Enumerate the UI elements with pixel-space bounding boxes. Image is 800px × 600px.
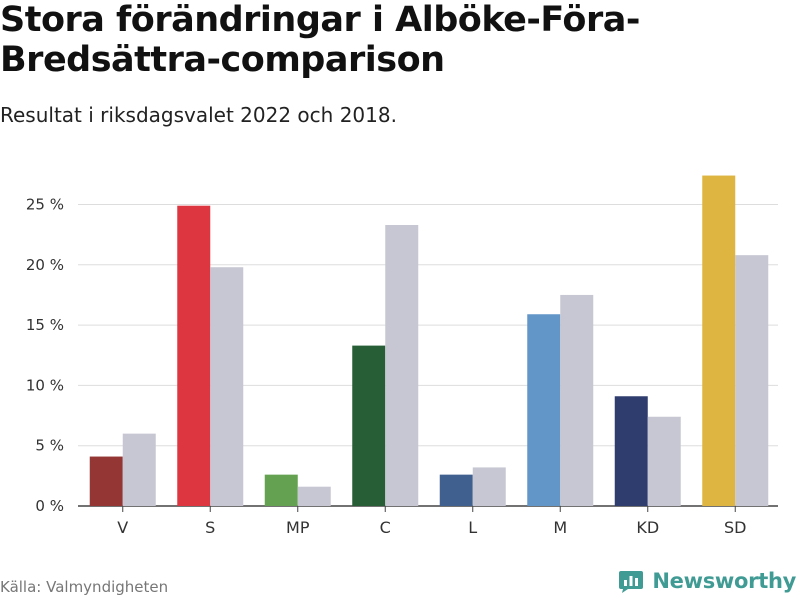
y-tick-label: 25 % [26,196,64,214]
x-tick-label: V [117,518,128,537]
y-tick-label: 15 % [26,316,64,334]
y-tick-label: 0 % [35,497,64,515]
bars [89,175,769,506]
bar-2018-s [210,267,244,506]
bar-2022-c [352,345,386,506]
bar-2022-s [177,205,211,506]
x-tick-label: M [553,518,567,537]
source-note: Källa: Valmyndigheten [0,578,169,596]
x-tick-label: SD [724,518,746,537]
bar-2018-l [472,467,506,506]
bar-2022-m [527,314,561,506]
y-tick-label: 10 % [26,376,64,394]
x-tick-label: MP [286,518,310,537]
bar-2022-mp [264,474,298,506]
brand-name: Newsworthy [652,569,796,593]
brand-logo: Newsworthy [618,568,796,594]
bar-2022-l [439,474,473,506]
chart-title: Stora förändringar i Alböke-Föra-Bredsät… [0,0,640,80]
y-tick-label: 5 % [35,437,64,455]
x-tick-label: C [380,518,391,537]
bar-2018-sd [735,255,769,506]
chart-subtitle: Resultat i riksdagsvalet 2022 och 2018. [0,103,397,127]
x-tick-label: L [468,518,477,537]
y-axis-ticks: 0 % 5 % 10 % 15 % 20 % 25 % [26,196,64,516]
bar-2018-v [122,433,156,506]
y-tick-label: 20 % [26,256,64,274]
x-axis: V S MP C L M KD SD [117,506,746,537]
bar-2018-c [385,225,419,506]
bar-chart-logo-icon [619,571,644,593]
bar-2022-sd [702,175,736,506]
bar-2022-v [89,456,123,506]
bar-2022-kd [614,396,648,506]
x-tick-label: S [205,518,215,537]
bar-2018-kd [647,416,681,506]
bar-2018-mp [297,486,331,506]
bar-2018-m [560,294,594,506]
x-tick-label: KD [636,518,659,537]
